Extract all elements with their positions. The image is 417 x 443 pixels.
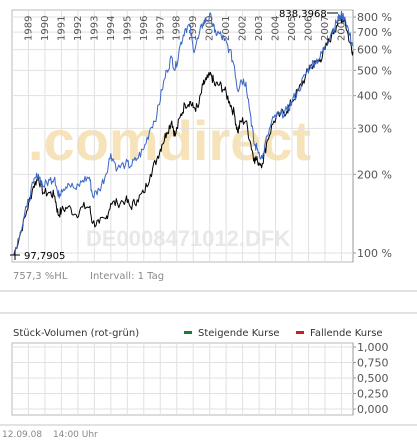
year-label: 1992 — [73, 16, 84, 41]
volume-tick-label: 1,000 — [357, 341, 389, 354]
falling-legend-swatch — [296, 331, 304, 334]
year-label: 1999 — [188, 16, 199, 41]
price-series — [13, 10, 354, 256]
volume-grid — [12, 343, 353, 415]
price-tick-label: 400 % — [357, 90, 392, 103]
rising-legend-label: Steigende Kurse — [198, 328, 280, 339]
footer-date: 12.09.08 — [2, 430, 43, 440]
price-tick-label: 300 % — [357, 122, 392, 135]
year-label: 2000 — [205, 16, 216, 41]
year-label: 1993 — [89, 16, 100, 41]
year-label: 2005 — [287, 16, 298, 41]
year-label: 2003 — [254, 16, 265, 41]
year-label: 2007 — [320, 16, 331, 41]
series-line-black — [13, 16, 354, 256]
year-label: 1996 — [139, 16, 150, 41]
year-label: 2001 — [221, 16, 232, 41]
volume-tick-label: 0,500 — [357, 372, 389, 385]
low-annotation: 97,7905 — [24, 251, 65, 262]
volume-tick-label: 0,000 — [357, 403, 389, 416]
year-label: 2006 — [304, 16, 315, 41]
footer-time: 14:00 Uhr — [52, 430, 98, 440]
price-tick-label: 700 % — [357, 26, 392, 39]
volume-tick-label: 0,750 — [357, 357, 389, 370]
year-label: 2002 — [238, 16, 249, 41]
high-annotation: 838,3968 — [279, 9, 327, 20]
volume-chart: Stück-Volumen (rot-grün) Steigende Kurse… — [0, 312, 417, 426]
watermark-id: DE0008471012.DFK — [86, 226, 290, 251]
falling-legend-label: Fallende Kurse — [310, 328, 383, 339]
price-tick-label: 800 % — [357, 11, 392, 24]
year-labels: 1989 1990 1991 1992 1993 1994 1995 1996 1997 1998… — [23, 16, 347, 41]
volume-plot-frame — [11, 342, 354, 416]
price-tick-label: 600 % — [357, 44, 392, 57]
footer-timestamp: 12.09.08 14:00 Uhr — [2, 430, 106, 440]
year-label: 1998 — [172, 16, 183, 41]
price-tick-label: 100 % — [357, 247, 392, 260]
performance-label: 757,3 %HL — [13, 271, 68, 282]
year-label: 1990 — [40, 16, 51, 41]
year-label: 2008 — [336, 16, 347, 41]
volume-tick-label: 0,250 — [357, 388, 389, 401]
year-label: 1995 — [122, 16, 133, 41]
year-label: 1991 — [56, 16, 67, 41]
watermark-logo: .comdirect — [28, 109, 311, 172]
price-grid — [12, 10, 353, 262]
volume-title: Stück-Volumen (rot-grün) — [13, 328, 139, 339]
price-chart: .comdirect DE0008471012.DFK 1989 1990 1991… — [0, 9, 417, 292]
interval-label: Intervall: 1 Tag — [90, 271, 164, 282]
rising-legend-swatch — [184, 331, 192, 334]
year-label: 1989 — [23, 16, 34, 41]
price-tick-label: 500 % — [357, 64, 392, 77]
year-label: 1994 — [106, 16, 117, 41]
price-y-ticks: 800 % 700 % 600 % 500 % 400 % 300 % 200 % 100 % — [353, 11, 392, 260]
volume-y-ticks: 1,000 0,750 0,500 0,250 0,000 — [353, 341, 389, 416]
series-line-blue — [13, 10, 354, 256]
year-label: 1997 — [155, 16, 166, 41]
price-tick-label: 200 % — [357, 168, 392, 181]
year-label: 2004 — [271, 16, 282, 41]
